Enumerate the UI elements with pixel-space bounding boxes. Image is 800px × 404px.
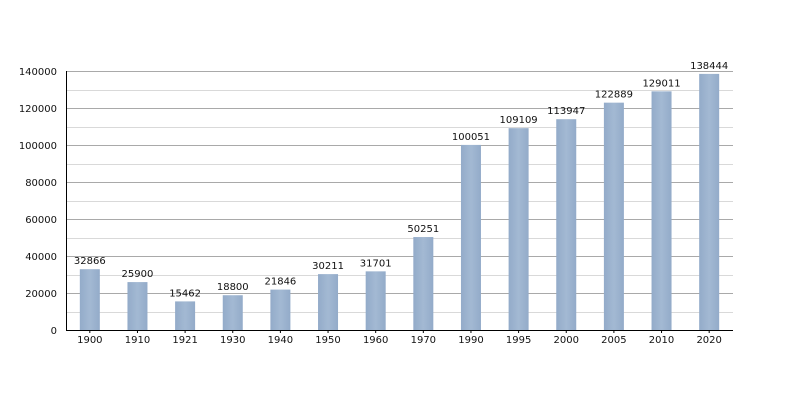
bars-layer: [79, 73, 720, 330]
y-tick-label: 140000: [19, 67, 57, 78]
x-tick-label: 2010: [649, 335, 674, 346]
bar: [175, 301, 196, 330]
data-label: 15462: [169, 288, 201, 299]
data-label: 100051: [452, 132, 490, 143]
data-label: 21846: [264, 277, 296, 288]
x-tick-label: 1921: [172, 335, 197, 346]
data-label: 32866: [74, 256, 106, 267]
x-tick-label: 1940: [268, 335, 293, 346]
x-tick-label: 2000: [554, 335, 579, 346]
data-label: 113947: [547, 106, 585, 117]
data-label: 129011: [642, 78, 680, 89]
x-tick-label: 1995: [506, 335, 531, 346]
bar: [413, 237, 434, 330]
y-tick-label: 60000: [25, 215, 57, 226]
bar: [79, 269, 100, 330]
axis-layer: 0 20000 40000 60000 80000 100000 120000 140000 1…: [19, 67, 733, 346]
x-tick-label: 2005: [601, 335, 626, 346]
bar: [508, 128, 529, 330]
bar: [318, 274, 339, 330]
y-tick-label: 80000: [25, 178, 57, 189]
bar: [556, 119, 577, 330]
bar: [603, 102, 624, 330]
bar: [222, 295, 243, 330]
y-tick-label: 20000: [25, 289, 57, 300]
y-tick-label: 120000: [19, 104, 57, 115]
x-tick-label: 1960: [363, 335, 388, 346]
bar: [460, 144, 481, 330]
bar: [270, 289, 291, 330]
y-tick-label: 0: [51, 326, 57, 337]
x-tick-label: 1970: [411, 335, 436, 346]
data-label: 50251: [407, 224, 439, 235]
x-tick-label: 2020: [696, 335, 721, 346]
x-tick-label: 1930: [220, 335, 245, 346]
data-label: 109109: [500, 115, 538, 126]
data-label: 30211: [312, 261, 344, 272]
data-label: 31701: [360, 258, 392, 269]
x-tick-label: 1950: [315, 335, 340, 346]
data-label: 18800: [217, 282, 249, 293]
bar: [699, 73, 720, 330]
y-tick-label: 40000: [25, 252, 57, 263]
x-tick-label: 1900: [77, 335, 102, 346]
x-tick-label: 1910: [125, 335, 150, 346]
data-label: 25900: [122, 269, 154, 280]
grid-layer: [66, 71, 733, 331]
bar: [651, 91, 672, 330]
data-label: 138444: [690, 61, 728, 72]
bar: [365, 271, 386, 330]
data-label: 122889: [595, 90, 633, 101]
y-tick-label: 100000: [19, 141, 57, 152]
data-labels-layer: 32866 25900 15462 18800 21846 30211 31701 50251…: [74, 61, 728, 300]
x-tick-label: 1990: [458, 335, 483, 346]
bar: [127, 282, 148, 330]
